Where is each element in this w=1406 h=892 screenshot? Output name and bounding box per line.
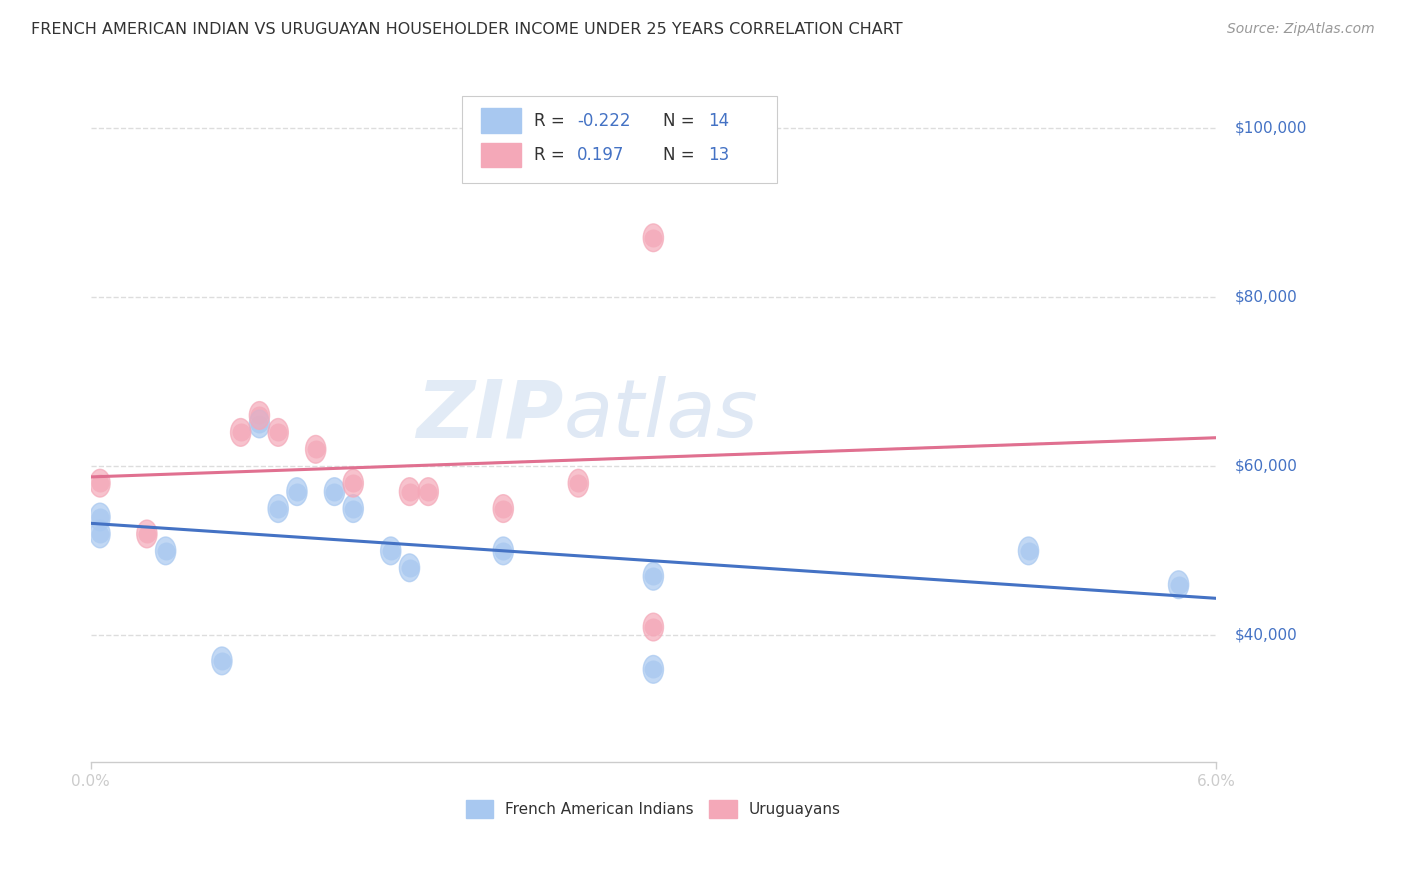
- Ellipse shape: [212, 647, 232, 674]
- Text: atlas: atlas: [564, 376, 758, 455]
- Ellipse shape: [494, 495, 513, 523]
- Ellipse shape: [249, 401, 270, 429]
- Bar: [481, 143, 520, 168]
- Text: 13: 13: [709, 146, 730, 164]
- Ellipse shape: [269, 495, 288, 523]
- Ellipse shape: [249, 410, 270, 438]
- Text: $80,000: $80,000: [1234, 290, 1298, 304]
- Text: $60,000: $60,000: [1234, 458, 1298, 474]
- Text: R =: R =: [534, 146, 575, 164]
- Text: FRENCH AMERICAN INDIAN VS URUGUAYAN HOUSEHOLDER INCOME UNDER 25 YEARS CORRELATIO: FRENCH AMERICAN INDIAN VS URUGUAYAN HOUS…: [31, 22, 903, 37]
- Bar: [481, 109, 520, 133]
- Text: N =: N =: [664, 146, 700, 164]
- Ellipse shape: [643, 613, 664, 641]
- FancyBboxPatch shape: [463, 96, 778, 183]
- Text: R =: R =: [534, 112, 569, 129]
- Ellipse shape: [1168, 571, 1188, 599]
- Ellipse shape: [305, 435, 326, 463]
- Ellipse shape: [1018, 537, 1039, 565]
- Ellipse shape: [381, 537, 401, 565]
- Text: $40,000: $40,000: [1234, 628, 1298, 643]
- Ellipse shape: [343, 469, 363, 497]
- Ellipse shape: [568, 469, 589, 497]
- Ellipse shape: [343, 495, 363, 523]
- Text: 14: 14: [709, 112, 730, 129]
- Ellipse shape: [156, 537, 176, 565]
- Text: 0.197: 0.197: [576, 146, 624, 164]
- Text: -0.222: -0.222: [576, 112, 630, 129]
- Ellipse shape: [90, 520, 110, 548]
- Ellipse shape: [399, 554, 419, 582]
- Ellipse shape: [287, 478, 307, 506]
- Ellipse shape: [136, 520, 157, 548]
- Ellipse shape: [643, 562, 664, 591]
- Text: $100,000: $100,000: [1234, 120, 1308, 136]
- Ellipse shape: [643, 224, 664, 252]
- Ellipse shape: [418, 478, 439, 506]
- Legend: French American Indians, Uruguayans: French American Indians, Uruguayans: [460, 794, 848, 824]
- Text: ZIP: ZIP: [416, 376, 564, 455]
- Ellipse shape: [399, 478, 419, 506]
- Text: Source: ZipAtlas.com: Source: ZipAtlas.com: [1227, 22, 1375, 37]
- Ellipse shape: [90, 469, 110, 497]
- Ellipse shape: [643, 656, 664, 683]
- Ellipse shape: [269, 418, 288, 446]
- Ellipse shape: [90, 503, 110, 531]
- Ellipse shape: [231, 418, 250, 446]
- Ellipse shape: [325, 478, 344, 506]
- Text: N =: N =: [664, 112, 700, 129]
- Ellipse shape: [494, 537, 513, 565]
